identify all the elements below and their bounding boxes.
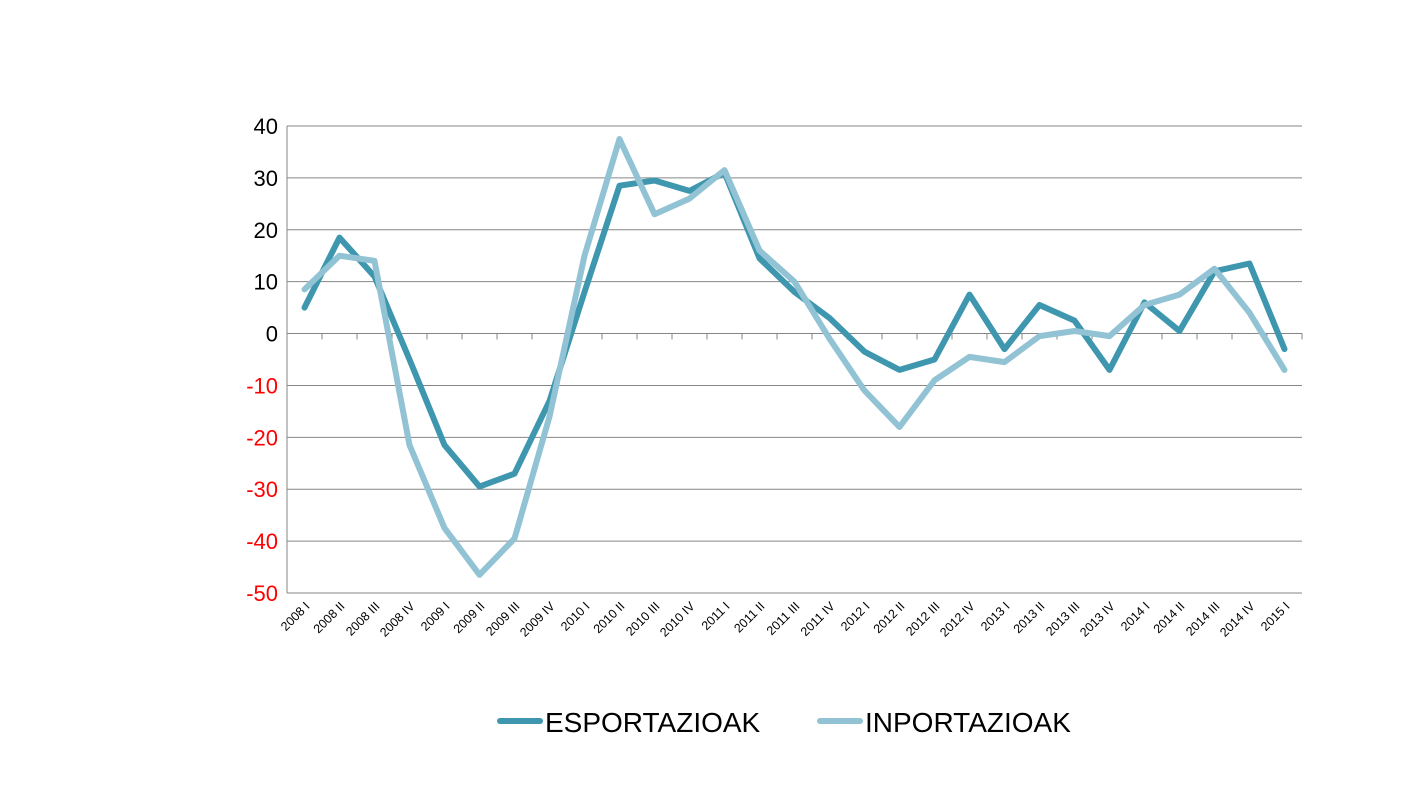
x-tick-label: 2008 III bbox=[343, 599, 382, 638]
series-lines bbox=[301, 136, 1288, 578]
x-tick-label: 2013 I bbox=[978, 599, 1012, 633]
y-tick-label: -20 bbox=[246, 425, 278, 450]
y-tick-label: -10 bbox=[246, 373, 278, 398]
x-tick-label: 2009 II bbox=[451, 599, 488, 636]
x-tick-label: 2012 IV bbox=[937, 599, 978, 640]
gridlines bbox=[286, 125, 1303, 594]
x-tick-label: 2012 II bbox=[871, 599, 908, 636]
y-tick-label: 30 bbox=[254, 166, 278, 191]
y-tick-label: 10 bbox=[254, 270, 278, 295]
series-line-inportazioak bbox=[301, 136, 1288, 578]
y-tick-label: -40 bbox=[246, 529, 278, 554]
x-tick-label: 2015 I bbox=[1258, 599, 1292, 633]
y-tick-label: 20 bbox=[254, 218, 278, 243]
x-tick-label: 2014 II bbox=[1151, 599, 1188, 636]
y-tick-label: 0 bbox=[266, 322, 278, 347]
x-tick-label: 2010 II bbox=[591, 599, 628, 636]
x-tick-label: 2008 IV bbox=[377, 599, 418, 640]
x-tick-label: 2011 IV bbox=[798, 599, 838, 639]
legend-label: ESPORTAZIOAK bbox=[545, 707, 761, 738]
legend: ESPORTAZIOAK INPORTAZIOAK bbox=[497, 707, 1071, 738]
x-tick-label: 2009 I bbox=[418, 599, 452, 633]
x-tick-label: 2012 III bbox=[903, 599, 942, 638]
y-tick-label: -30 bbox=[246, 477, 278, 502]
x-tick-label: 2008 II bbox=[311, 599, 348, 636]
y-tick-label: -50 bbox=[246, 581, 278, 606]
x-tick-label: 2008 I bbox=[278, 599, 312, 633]
x-tick-label: 2014 III bbox=[1183, 599, 1222, 638]
x-tick-label: 2014 I bbox=[1118, 599, 1152, 633]
x-tick-label: 2013 II bbox=[1011, 599, 1048, 636]
x-tick-label: 2011 II bbox=[731, 599, 767, 635]
x-tick-label: 2009 IV bbox=[517, 599, 558, 640]
y-axis-labels: 40 30 20 10 0 -10 -20 -30 -40 -50 bbox=[246, 114, 278, 606]
x-tick-label: 2011 III bbox=[764, 599, 803, 638]
x-tick-label: 2009 III bbox=[483, 599, 522, 638]
x-tick-label: 2010 IV bbox=[657, 599, 698, 640]
x-tick-label: 2011 I bbox=[699, 599, 733, 633]
x-tick-label: 2010 I bbox=[558, 599, 592, 633]
x-tick-label: 2012 I bbox=[838, 599, 872, 633]
x-tick-label: 2013 IV bbox=[1077, 599, 1118, 640]
y-tick-label: 40 bbox=[254, 114, 278, 139]
x-tick-label: 2014 IV bbox=[1217, 599, 1258, 640]
x-tick-label: 2010 III bbox=[623, 599, 662, 638]
series-line-esportazioak bbox=[301, 169, 1288, 490]
legend-label: INPORTAZIOAK bbox=[865, 707, 1071, 738]
x-tick-label: 2013 III bbox=[1043, 599, 1082, 638]
